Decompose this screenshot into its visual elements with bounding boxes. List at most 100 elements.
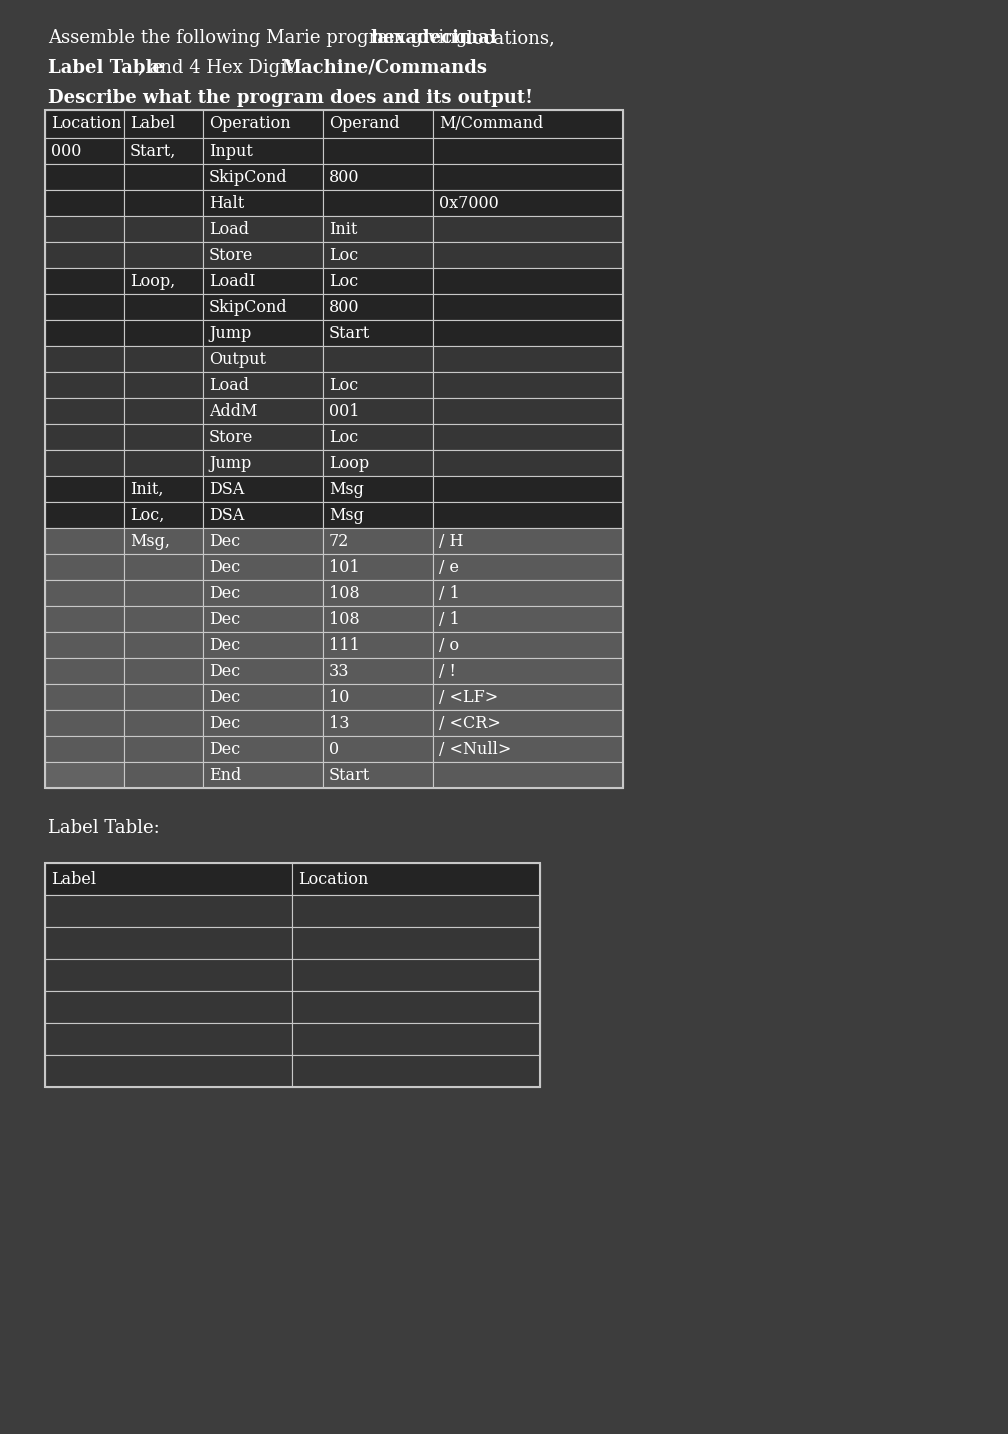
Text: Assemble the following Marie program giving: Assemble the following Marie program giv…	[48, 29, 473, 47]
Bar	[203, 399, 323, 424]
Bar	[45, 424, 124, 450]
Bar	[433, 502, 623, 528]
Bar	[203, 554, 323, 579]
Bar	[203, 684, 323, 710]
Text: 72: 72	[329, 532, 350, 549]
Bar	[203, 294, 323, 320]
Text: Dec: Dec	[209, 532, 240, 549]
Bar	[433, 217, 623, 242]
Bar	[292, 1022, 540, 1055]
Bar	[45, 268, 124, 294]
Bar	[45, 761, 124, 789]
Text: SkipCond: SkipCond	[209, 298, 287, 315]
Bar	[203, 217, 323, 242]
Bar	[323, 163, 433, 189]
Bar	[45, 399, 124, 424]
Bar	[323, 658, 433, 684]
Bar	[433, 346, 623, 371]
Bar	[433, 399, 623, 424]
Text: Label: Label	[51, 870, 96, 888]
Bar	[203, 710, 323, 736]
Text: 001: 001	[329, 403, 360, 420]
Bar	[124, 163, 203, 189]
Bar	[124, 346, 203, 371]
Bar	[323, 528, 433, 554]
Bar	[433, 424, 623, 450]
Bar	[203, 424, 323, 450]
Bar	[433, 268, 623, 294]
Bar	[45, 991, 292, 1022]
Text: Dec: Dec	[209, 637, 240, 654]
Bar	[203, 163, 323, 189]
Text: Describe what the program does and its output!: Describe what the program does and its o…	[48, 89, 533, 108]
Bar	[45, 863, 540, 1087]
Bar	[45, 450, 124, 476]
Bar	[323, 607, 433, 632]
Text: 33: 33	[329, 663, 350, 680]
Text: 108: 108	[329, 585, 360, 601]
Text: Location: Location	[298, 870, 368, 888]
Bar	[323, 268, 433, 294]
Bar	[45, 110, 623, 789]
Text: Dec: Dec	[209, 558, 240, 575]
Bar	[323, 554, 433, 579]
Bar	[323, 632, 433, 658]
Bar	[433, 450, 623, 476]
Bar	[45, 607, 124, 632]
Bar	[124, 320, 203, 346]
Bar	[45, 242, 124, 268]
Bar	[433, 658, 623, 684]
Bar	[292, 863, 540, 895]
Text: 13: 13	[329, 714, 350, 731]
Bar	[433, 684, 623, 710]
Text: Output: Output	[209, 350, 266, 367]
Text: Label Table: Label Table	[48, 59, 164, 77]
Text: 108: 108	[329, 611, 360, 628]
Text: Input: Input	[209, 142, 253, 159]
Text: AddM: AddM	[209, 403, 257, 420]
Bar	[124, 138, 203, 163]
Bar	[323, 476, 433, 502]
Bar	[124, 242, 203, 268]
Bar	[323, 450, 433, 476]
Text: Dec: Dec	[209, 688, 240, 706]
Bar	[45, 189, 124, 217]
Text: Load: Load	[209, 221, 249, 238]
Bar	[124, 476, 203, 502]
Bar	[45, 163, 124, 189]
Bar	[433, 189, 623, 217]
Bar	[433, 320, 623, 346]
Bar	[45, 632, 124, 658]
Bar	[203, 632, 323, 658]
Bar	[433, 371, 623, 399]
Bar	[45, 110, 124, 138]
Text: Msg: Msg	[329, 480, 364, 498]
Text: / <LF>: / <LF>	[439, 688, 498, 706]
Bar	[323, 217, 433, 242]
Bar	[124, 189, 203, 217]
Text: Store: Store	[209, 247, 253, 264]
Bar	[45, 579, 124, 607]
Text: Jump: Jump	[209, 324, 251, 341]
Bar	[433, 607, 623, 632]
Bar	[323, 110, 433, 138]
Bar	[124, 399, 203, 424]
Bar	[433, 138, 623, 163]
Text: 000: 000	[51, 142, 82, 159]
Bar	[45, 736, 124, 761]
Bar	[292, 895, 540, 926]
Text: End: End	[209, 767, 241, 783]
Bar	[433, 736, 623, 761]
Text: Loc: Loc	[329, 429, 358, 446]
Text: Loc: Loc	[329, 377, 358, 393]
Bar	[323, 294, 433, 320]
Bar	[45, 658, 124, 684]
Bar	[433, 294, 623, 320]
Text: / 1: / 1	[439, 585, 460, 601]
Bar	[124, 502, 203, 528]
Text: Location: Location	[51, 116, 121, 132]
Bar	[45, 217, 124, 242]
Bar	[292, 1055, 540, 1087]
Text: Loop: Loop	[329, 455, 369, 472]
Bar	[45, 294, 124, 320]
